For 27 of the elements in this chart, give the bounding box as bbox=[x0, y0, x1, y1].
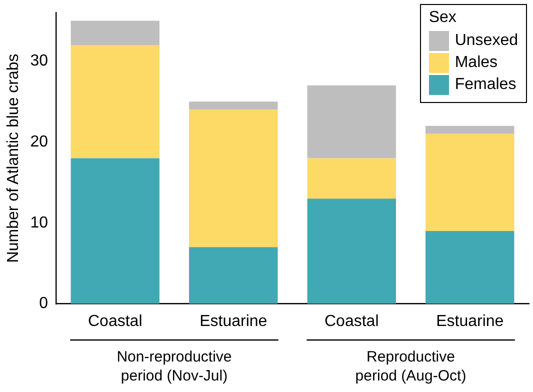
legend-title: Sex bbox=[428, 9, 458, 27]
bar bbox=[426, 126, 514, 134]
bar bbox=[189, 102, 278, 110]
bar bbox=[70, 20, 160, 45]
bar bbox=[426, 231, 514, 304]
bar bbox=[70, 44, 160, 158]
bar bbox=[70, 158, 160, 304]
bar bbox=[189, 110, 278, 248]
bar bbox=[189, 247, 278, 304]
y-tick-label: 30 bbox=[30, 52, 48, 70]
x-tick-label: Coastal bbox=[88, 312, 142, 330]
bar bbox=[426, 134, 514, 231]
x-tick-label: Estuarine bbox=[200, 312, 268, 330]
text: Non-reproductive period (Nov-Jul) bbox=[116, 348, 232, 385]
bar bbox=[307, 85, 396, 158]
legend-label: Males bbox=[454, 54, 498, 72]
bar bbox=[307, 198, 396, 304]
text: Reproductive period (Aug-Oct) bbox=[355, 348, 466, 385]
y-tick-label: 10 bbox=[30, 214, 48, 232]
x-tick-label: Coastal bbox=[324, 312, 379, 330]
legend-label: Unsexed bbox=[454, 32, 518, 50]
y-tick-label: 0 bbox=[39, 295, 48, 312]
y-tick-label: 20 bbox=[30, 133, 48, 150]
bar bbox=[307, 158, 396, 199]
x-tick-label: Estuarine bbox=[436, 312, 504, 330]
legend-label: Females bbox=[454, 76, 516, 94]
y-axis-title: Number of Atlantic blue crabs bbox=[5, 54, 22, 263]
